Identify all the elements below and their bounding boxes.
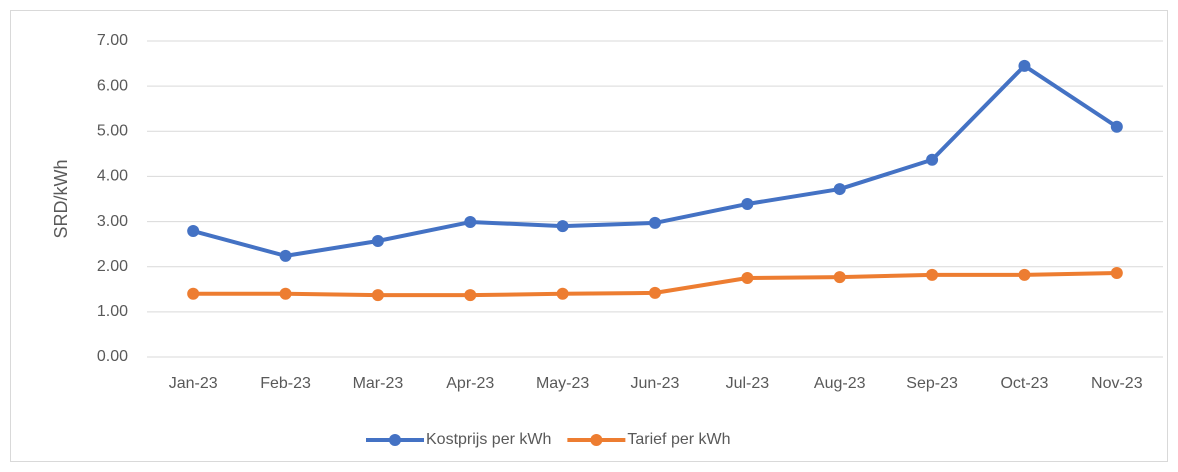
data-point (926, 268, 939, 281)
data-point (1110, 267, 1123, 280)
x-tick-label: Aug-23 (814, 375, 866, 392)
y-tick-label: 2.00 (97, 258, 128, 275)
data-point (833, 183, 846, 196)
legend-label: Kostprijs per kWh (426, 431, 551, 448)
data-point (1018, 59, 1031, 72)
data-point (371, 234, 384, 247)
y-tick-label: 3.00 (97, 213, 128, 230)
y-tick-label: 6.00 (97, 77, 128, 94)
data-point (556, 220, 569, 233)
x-tick-label: May-23 (536, 375, 589, 392)
data-point (279, 249, 292, 262)
data-point (1110, 120, 1123, 133)
x-tick-label: Jul-23 (726, 375, 770, 392)
data-point (741, 197, 754, 210)
data-point (464, 289, 477, 302)
x-tick-label: Sep-23 (906, 375, 958, 392)
data-point (279, 287, 292, 300)
legend-marker (590, 434, 603, 446)
data-point (464, 216, 477, 229)
y-tick-label: 7.00 (97, 32, 128, 49)
data-point (741, 272, 754, 284)
legend-marker (389, 434, 401, 446)
data-point (1018, 268, 1031, 281)
x-tick-label: Jun-23 (631, 375, 680, 392)
y-tick-label: 4.00 (97, 168, 128, 185)
y-tick-label: 0.00 (97, 348, 128, 365)
data-point (649, 286, 661, 299)
x-tick-label: Feb-23 (260, 375, 311, 392)
data-point (371, 289, 384, 302)
y-axis-title: SRD/kWh (51, 159, 71, 238)
y-tick-label: 5.00 (97, 123, 128, 140)
y-tick-label: 1.00 (97, 303, 128, 320)
chart-border (10, 10, 1168, 462)
legend-label: Tarief per kWh (627, 431, 730, 448)
x-tick-label: Oct-23 (1000, 375, 1048, 392)
data-point (833, 271, 846, 284)
data-point (187, 287, 200, 300)
data-point (926, 153, 939, 166)
data-point (649, 216, 661, 229)
x-tick-label: Apr-23 (446, 375, 494, 392)
x-tick-label: Nov-23 (1091, 375, 1143, 392)
x-tick-label: Mar-23 (353, 375, 404, 392)
data-point (187, 225, 200, 238)
x-tick-label: Jan-23 (169, 375, 218, 392)
data-point (556, 287, 569, 300)
